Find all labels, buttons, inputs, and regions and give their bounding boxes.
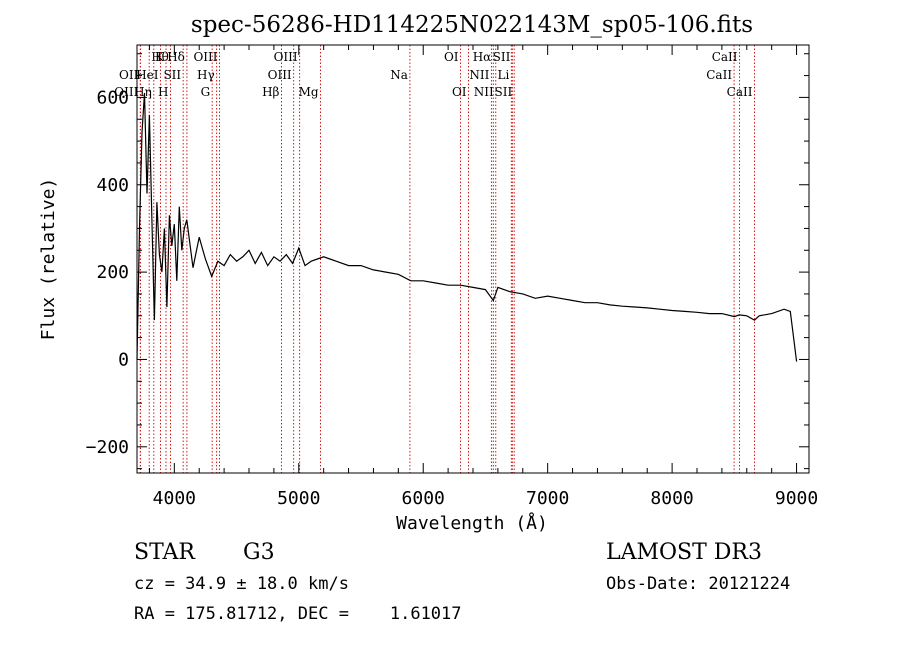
spectral-line-label: OI [444, 50, 459, 64]
spectral-line-label: OI [452, 85, 467, 99]
spectral-line-label: Mg [299, 85, 319, 99]
spectral-line-label: OIII [268, 68, 292, 82]
spectral-line-label: OII [119, 68, 139, 82]
plot-frame [136, 44, 810, 474]
spectral-line-label: Na [390, 68, 408, 82]
y-tick-label: 0 [118, 349, 129, 370]
spectral-line-label: OIII [274, 50, 298, 64]
spectral-line-label: OIII [114, 85, 138, 99]
spectral-line-label: OIII [193, 50, 217, 64]
spectral-line-label: Hη [134, 85, 152, 99]
spectral-line-label: SII [493, 50, 511, 64]
spectral-line-markers: HθOIIOIIIHηHeIKHSIIHδGHγOIIIHβOIIIOIIIMg… [114, 45, 755, 473]
y-tick-label: 600 [96, 87, 129, 108]
chart-title: spec-56286-HD114225N022143M_sp05-106.fit… [191, 12, 753, 38]
spectral-line-label: Li [498, 68, 510, 82]
x-tick-label: 6000 [402, 488, 445, 509]
spectral-line-label: SII [494, 85, 512, 99]
observation-date: Obs-Date: 20121224 [606, 574, 790, 594]
spectrum-series-line [136, 92, 798, 362]
y-axis: −200 0 200 400 600 [86, 53, 809, 470]
spectral-line-label: Hδ [167, 50, 185, 64]
x-axis-label: Wavelength (Å) [396, 512, 548, 534]
spectral-line-label: CaII [712, 50, 738, 64]
object-class: STAR [134, 540, 196, 565]
redshift-cz: cz = 34.9 ± 18.0 km/s [134, 574, 349, 594]
spectral-line-label: Hθ [151, 50, 169, 64]
y-tick-label: 200 [96, 262, 129, 283]
y-tick-label: 400 [96, 175, 129, 196]
spectral-line-label: G [201, 85, 211, 99]
y-axis-label: Flux (relative) [38, 178, 59, 341]
spectral-line-label: H [158, 85, 168, 99]
spectral-line-label: Hβ [262, 85, 279, 99]
spectral-line-label: Hγ [197, 68, 215, 82]
spectral-line-label: SII [163, 68, 181, 82]
x-tick-label: 9000 [775, 488, 818, 509]
coordinates: RA = 175.81712, DEC = 1.61017 [134, 604, 462, 624]
x-tick-label: 7000 [526, 488, 569, 509]
spectral-line-label: K [155, 50, 165, 64]
spectral-line-label: CaII [727, 85, 753, 99]
spectral-line-label: HeI [136, 68, 159, 82]
x-axis: 4000 5000 6000 7000 8000 9000 [148, 45, 818, 509]
y-tick-label: −200 [86, 437, 129, 458]
spectral-line-label: NII [469, 68, 489, 82]
spectral-line-label: Hα [473, 50, 492, 64]
x-tick-label: 8000 [650, 488, 693, 509]
spectral-subclass: G3 [243, 540, 275, 565]
survey-name: LAMOST DR3 [606, 540, 762, 565]
x-tick-label: 5000 [277, 488, 320, 509]
x-tick-label: 4000 [153, 488, 196, 509]
spectral-line-label: CaII [706, 68, 732, 82]
spectral-line-label: NII [474, 85, 494, 99]
